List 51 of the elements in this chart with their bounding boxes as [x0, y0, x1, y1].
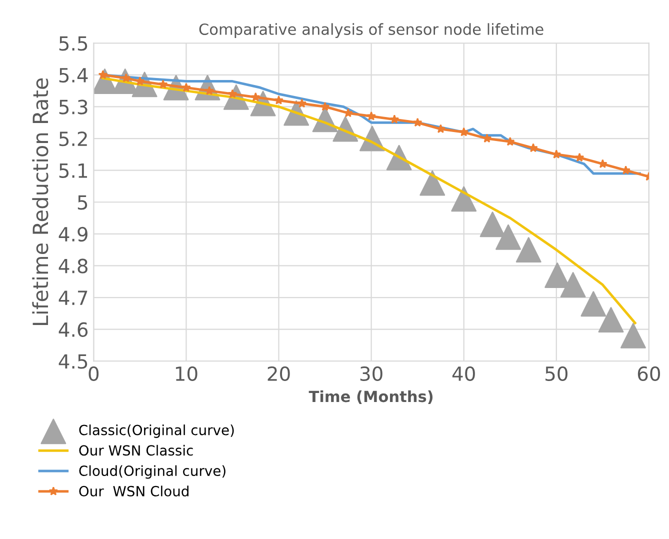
x-tick-label: 50 — [546, 366, 568, 382]
point — [451, 186, 477, 212]
legend-label: Cloud(Original curve) — [79, 465, 226, 479]
y-tick-label: 5.4 — [59, 68, 88, 83]
point — [580, 291, 606, 317]
chart-title: Comparative analysis of sensor node lifetime — [199, 23, 544, 38]
point — [158, 80, 168, 89]
y-tick-label: 5.5 — [59, 36, 88, 51]
point — [505, 136, 515, 146]
point — [552, 150, 562, 158]
y-tick-label: 5.3 — [59, 100, 88, 114]
point — [297, 98, 307, 108]
point — [459, 127, 468, 136]
point — [620, 322, 646, 348]
x-tick-label: 0 — [88, 366, 99, 382]
y-tick-label: 5.1 — [59, 164, 88, 178]
point — [344, 108, 353, 118]
y-tick-label: 4.6 — [58, 322, 88, 337]
x-tick-label: 40 — [452, 366, 475, 382]
legend-label: Our WSN Classic — [79, 444, 193, 456]
y-tick-label: 4.7 — [58, 290, 88, 305]
point — [412, 118, 422, 127]
point — [250, 92, 260, 102]
point — [366, 111, 376, 120]
point — [516, 237, 542, 263]
point — [496, 224, 521, 250]
point — [274, 96, 284, 104]
point — [420, 170, 446, 196]
point — [482, 134, 492, 143]
point — [598, 307, 624, 333]
point — [560, 272, 586, 298]
legend-label: Classic(Original curve) — [79, 424, 234, 438]
y-tick-label: 5 — [78, 195, 88, 210]
x-tick-label: 20 — [268, 366, 290, 382]
x-axis-title: Time (Months) — [308, 390, 433, 404]
x-tick-label: 60 — [638, 366, 660, 382]
x-tick-label: 10 — [176, 366, 198, 382]
point — [621, 165, 630, 174]
legend-label: Our WSN Cloud — [79, 486, 188, 496]
point — [574, 152, 584, 162]
point — [182, 82, 191, 92]
y-tick-label: 4.9 — [58, 226, 88, 242]
y-axis-title: Lifetime Reduction Rate — [32, 78, 48, 325]
point — [320, 102, 330, 111]
y-tick-label: 4.8 — [58, 258, 88, 274]
x-tick-label: 30 — [360, 366, 382, 382]
point — [98, 70, 108, 79]
y-tick-label: 5.2 — [59, 131, 87, 146]
point — [480, 212, 506, 238]
point — [390, 114, 400, 124]
y-tick-label: 4.5 — [58, 354, 88, 369]
